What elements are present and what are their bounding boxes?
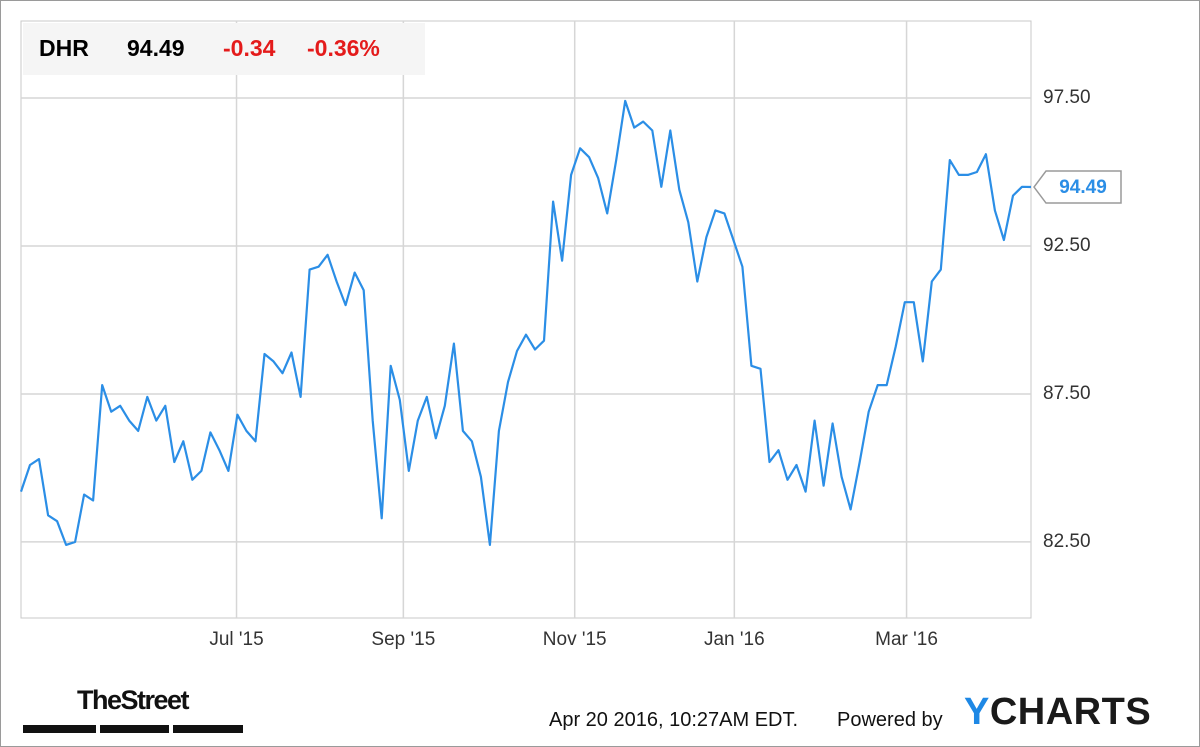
ycharts-logo: YCHARTS	[964, 691, 1152, 733]
logo-bar	[23, 725, 96, 733]
x-tick-label: Nov '15	[543, 629, 607, 650]
x-tick-label: Jul '15	[209, 629, 263, 650]
y-tick-label: 97.50	[1043, 87, 1091, 108]
y-tick-label: 92.50	[1043, 235, 1091, 256]
powered-by: Powered by	[837, 709, 943, 731]
y-tick-label: 82.50	[1043, 531, 1091, 552]
price-line	[19, 99, 1032, 546]
plot-area	[20, 20, 1032, 619]
last-price-flag	[1033, 170, 1122, 204]
logo-bar	[173, 725, 243, 733]
x-tick-label: Jan '16	[704, 629, 765, 650]
source-logo: TheStreet	[77, 685, 190, 715]
price: 94.49	[127, 35, 185, 61]
header-box	[23, 23, 425, 75]
x-tick-label: Mar '16	[875, 629, 938, 650]
change: -0.34	[223, 35, 276, 61]
last-price-label: 94.49	[1059, 177, 1107, 198]
y-tick-label: 87.50	[1043, 383, 1091, 404]
ticker: DHR	[39, 35, 89, 61]
change-percent: -0.36%	[307, 35, 380, 61]
logo-bar	[100, 725, 169, 733]
x-tick-label: Sep '15	[371, 629, 435, 650]
timestamp: Apr 20 2016, 10:27AM EDT.	[549, 709, 799, 731]
